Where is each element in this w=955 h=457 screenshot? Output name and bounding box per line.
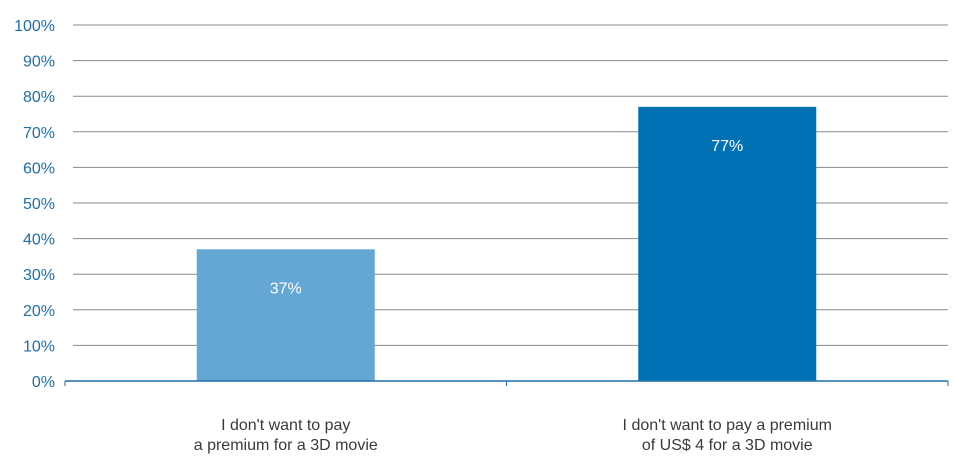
y-tick-label: 20% <box>23 303 55 320</box>
bar <box>638 106 817 381</box>
data-label: 77% <box>711 138 743 155</box>
category-label: a premium for a 3D movie <box>194 437 378 454</box>
y-tick-label: 10% <box>23 338 55 355</box>
bar <box>196 249 375 381</box>
y-tick-labels: 0% 10% 20% 30% 40% 50% 60% 70% 80% 90% 100% <box>14 18 55 391</box>
y-tick-label: 80% <box>23 89 55 106</box>
x-axis <box>64 380 949 386</box>
bars <box>196 106 817 381</box>
category-label: I don't want to pay <box>221 417 350 434</box>
y-tick-label: 90% <box>23 54 55 71</box>
data-labels: 37% 77% <box>270 138 744 297</box>
category-labels: I don't want to pay a premium for a 3D mo… <box>194 417 832 454</box>
category-label: of US$ 4 for a 3D movie <box>642 437 813 454</box>
data-label: 37% <box>270 280 302 297</box>
y-tick-label: 0% <box>32 374 55 391</box>
category-label: I don't want to pay a premium <box>623 417 832 434</box>
y-tick-label: 50% <box>23 196 55 213</box>
y-tick-label: 70% <box>23 125 55 142</box>
y-tick-label: 60% <box>23 160 55 177</box>
y-tick-label: 30% <box>23 267 55 284</box>
y-tick-label: 100% <box>14 18 55 35</box>
y-tick-label: 40% <box>23 232 55 249</box>
